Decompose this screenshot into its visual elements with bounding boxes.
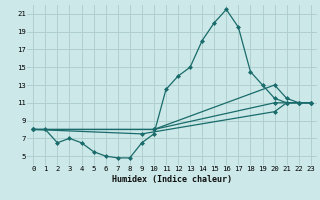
X-axis label: Humidex (Indice chaleur): Humidex (Indice chaleur) <box>112 175 232 184</box>
